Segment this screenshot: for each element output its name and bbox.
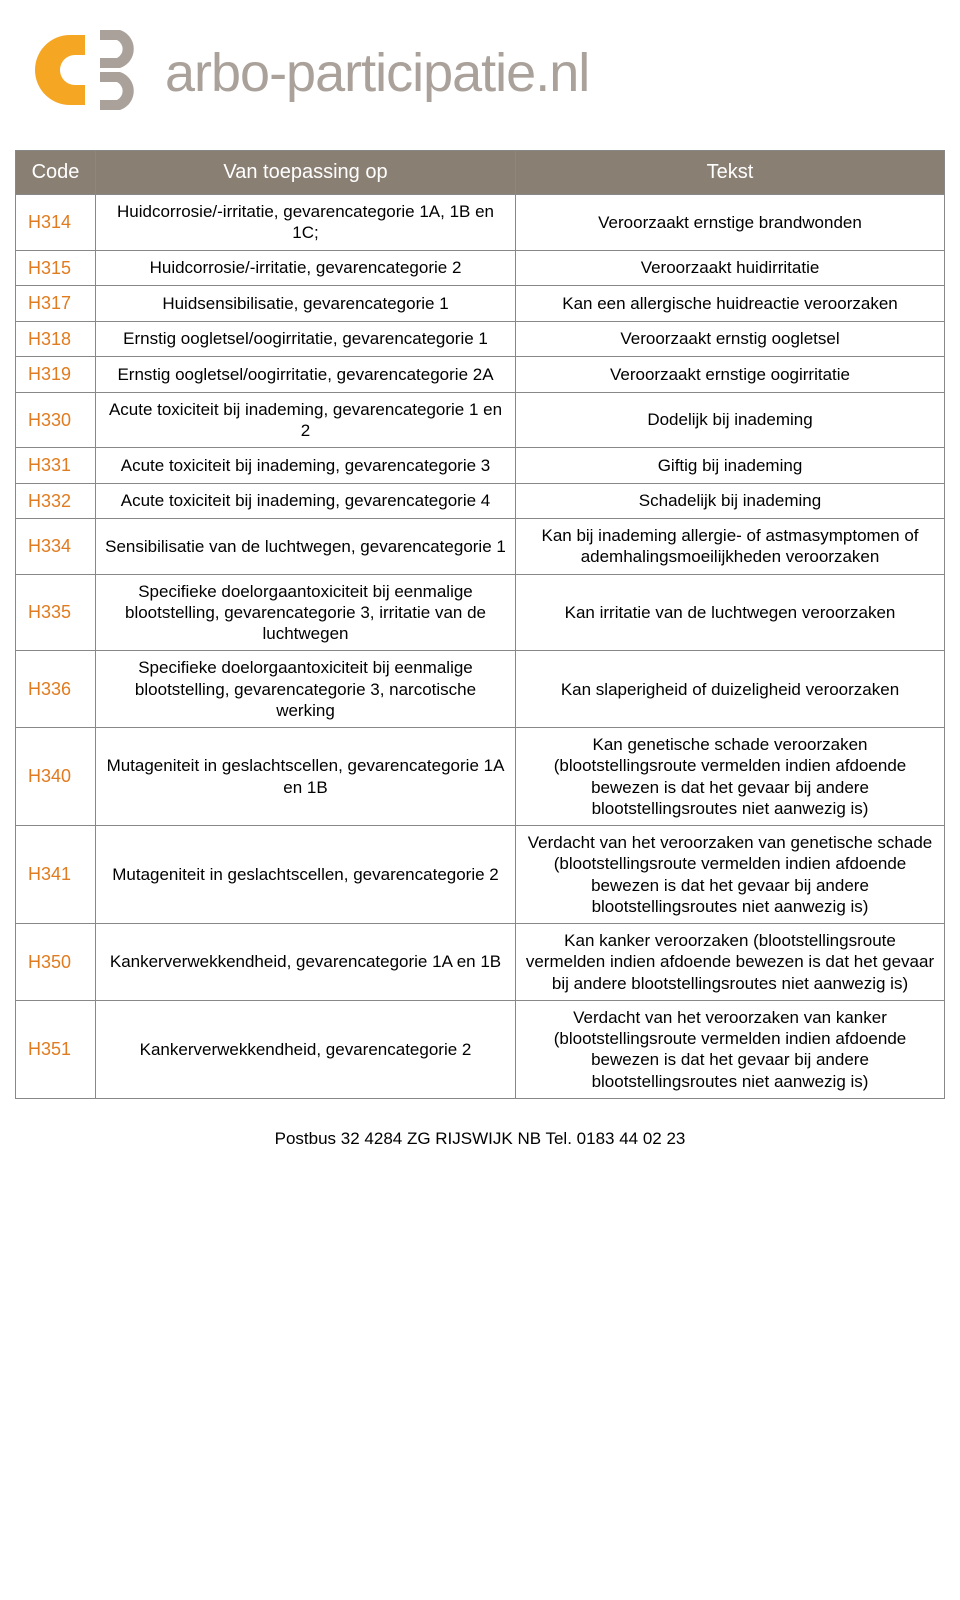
van-cell: Huidcorrosie/-irritatie, gevarencategori… xyxy=(96,250,516,286)
table-row: H334Sensibilisatie van de luchtwegen, ge… xyxy=(16,519,945,575)
tekst-cell: Giftig bij inademing xyxy=(516,448,945,484)
table-row: H336Specifieke doelorgaantoxiciteit bij … xyxy=(16,651,945,728)
tekst-cell: Kan een allergische huidreactie veroorza… xyxy=(516,286,945,322)
tekst-cell: Veroorzaakt ernstige oogirritatie xyxy=(516,357,945,393)
code-cell: H341 xyxy=(16,826,96,924)
tekst-cell: Kan irritatie van de luchtwegen veroorza… xyxy=(516,574,945,651)
code-cell: H315 xyxy=(16,250,96,286)
table-row: H317Huidsensibilisatie, gevarencategorie… xyxy=(16,286,945,322)
table-row: H318Ernstig oogletsel/oogirritatie, geva… xyxy=(16,321,945,357)
van-cell: Mutageniteit in geslachtscellen, gevaren… xyxy=(96,728,516,826)
tekst-cell: Verdacht van het veroorzaken van kanker … xyxy=(516,1000,945,1098)
table-row: H335Specifieke doelorgaantoxiciteit bij … xyxy=(16,574,945,651)
van-cell: Ernstig oogletsel/oogirritatie, gevarenc… xyxy=(96,357,516,393)
code-cell: H334 xyxy=(16,519,96,575)
header-tekst: Tekst xyxy=(516,151,945,195)
table-row: H319Ernstig oogletsel/oogirritatie, geva… xyxy=(16,357,945,393)
van-cell: Huidsensibilisatie, gevarencategorie 1 xyxy=(96,286,516,322)
code-cell: H314 xyxy=(16,195,96,251)
table-row: H351Kankerverwekkendheid, gevarencategor… xyxy=(16,1000,945,1098)
tekst-cell: Kan bij inademing allergie- of astmasymp… xyxy=(516,519,945,575)
code-cell: H350 xyxy=(16,924,96,1001)
logo: arbo-participatie.nl xyxy=(15,20,945,125)
van-cell: Acute toxiciteit bij inademing, gevarenc… xyxy=(96,483,516,519)
table-row: H350Kankerverwekkendheid, gevarencategor… xyxy=(16,924,945,1001)
code-cell: H340 xyxy=(16,728,96,826)
code-cell: H319 xyxy=(16,357,96,393)
van-cell: Specifieke doelorgaantoxiciteit bij eenm… xyxy=(96,651,516,728)
table-row: H315Huidcorrosie/-irritatie, gevarencate… xyxy=(16,250,945,286)
tekst-cell: Veroorzaakt huidirritatie xyxy=(516,250,945,286)
van-cell: Ernstig oogletsel/oogirritatie, gevarenc… xyxy=(96,321,516,357)
table-row: H332Acute toxiciteit bij inademing, geva… xyxy=(16,483,945,519)
footer-text: Postbus 32 4284 ZG RIJSWIJK NB Tel. 0183… xyxy=(15,1099,945,1149)
table-row: H331Acute toxiciteit bij inademing, geva… xyxy=(16,448,945,484)
logo-icon xyxy=(25,20,155,125)
van-cell: Mutageniteit in geslachtscellen, gevaren… xyxy=(96,826,516,924)
hazard-codes-table: Code Van toepassing op Tekst H314Huidcor… xyxy=(15,150,945,1099)
tekst-cell: Dodelijk bij inademing xyxy=(516,392,945,448)
code-cell: H330 xyxy=(16,392,96,448)
tekst-cell: Veroorzaakt ernstig oogletsel xyxy=(516,321,945,357)
tekst-cell: Verdacht van het veroorzaken van genetis… xyxy=(516,826,945,924)
code-cell: H331 xyxy=(16,448,96,484)
table-row: H341Mutageniteit in geslachtscellen, gev… xyxy=(16,826,945,924)
code-cell: H318 xyxy=(16,321,96,357)
van-cell: Huidcorrosie/-irritatie, gevarencategori… xyxy=(96,195,516,251)
tekst-cell: Kan slaperigheid of duizeligheid veroorz… xyxy=(516,651,945,728)
code-cell: H336 xyxy=(16,651,96,728)
logo-text: arbo-participatie.nl xyxy=(165,42,589,104)
tekst-cell: Veroorzaakt ernstige brandwonden xyxy=(516,195,945,251)
van-cell: Acute toxiciteit bij inademing, gevarenc… xyxy=(96,448,516,484)
code-cell: H332 xyxy=(16,483,96,519)
tekst-cell: Schadelijk bij inademing xyxy=(516,483,945,519)
code-cell: H351 xyxy=(16,1000,96,1098)
tekst-cell: Kan genetische schade veroorzaken (bloot… xyxy=(516,728,945,826)
header-van: Van toepassing op xyxy=(96,151,516,195)
van-cell: Sensibilisatie van de luchtwegen, gevare… xyxy=(96,519,516,575)
code-cell: H317 xyxy=(16,286,96,322)
table-row: H330Acute toxiciteit bij inademing, geva… xyxy=(16,392,945,448)
table-row: H314Huidcorrosie/-irritatie, gevarencate… xyxy=(16,195,945,251)
van-cell: Kankerverwekkendheid, gevarencategorie 1… xyxy=(96,924,516,1001)
table-header-row: Code Van toepassing op Tekst xyxy=(16,151,945,195)
tekst-cell: Kan kanker veroorzaken (blootstellingsro… xyxy=(516,924,945,1001)
code-cell: H335 xyxy=(16,574,96,651)
header-code: Code xyxy=(16,151,96,195)
van-cell: Acute toxiciteit bij inademing, gevarenc… xyxy=(96,392,516,448)
van-cell: Specifieke doelorgaantoxiciteit bij eenm… xyxy=(96,574,516,651)
van-cell: Kankerverwekkendheid, gevarencategorie 2 xyxy=(96,1000,516,1098)
table-row: H340Mutageniteit in geslachtscellen, gev… xyxy=(16,728,945,826)
